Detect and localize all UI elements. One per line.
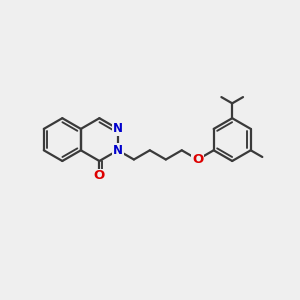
Text: N: N	[113, 122, 123, 135]
Text: O: O	[192, 153, 203, 166]
Text: O: O	[94, 169, 105, 182]
Text: N: N	[113, 144, 123, 157]
